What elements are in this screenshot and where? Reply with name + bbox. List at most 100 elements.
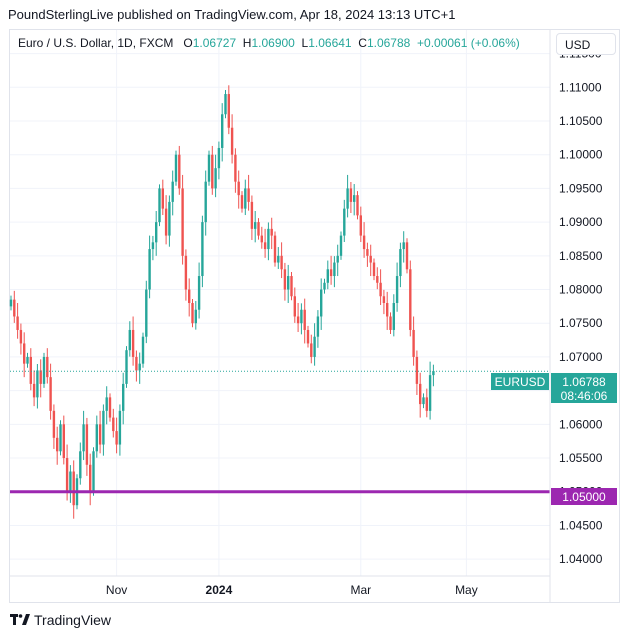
candle-body [240,195,244,209]
candle-body [102,410,105,445]
price-tag-bg [551,373,617,403]
candle-body [287,276,290,290]
candle-body [105,397,108,411]
legend-low-label: L [301,36,309,50]
candle-body [402,242,405,250]
y-tick-label: 1.07000 [559,350,603,364]
candle-body [211,154,214,189]
candle-body [171,181,174,202]
candle-body [95,424,98,452]
candle-body [432,371,435,376]
candle-body [42,356,46,384]
candle-body [343,208,346,236]
candle-body [16,316,19,330]
chart-frame[interactable] [9,29,620,603]
candle-body [135,356,138,371]
candle-body [359,215,362,236]
candle-body [237,181,240,196]
candle-body [224,94,227,115]
candle-body [112,417,115,432]
candle-body [300,309,303,324]
legend-close-value: 1.06788 [366,36,411,50]
candle-body [336,255,339,263]
candle-body [326,269,329,283]
candle-body [184,255,188,290]
y-tick-label: 1.07500 [559,316,603,330]
candle-body [59,424,62,452]
candle-body [369,255,372,263]
legend-open-value: 1.06727 [192,36,237,50]
y-tick-label: 1.08000 [559,283,603,297]
candle-body [353,195,356,202]
candle-body [36,370,39,398]
candle-body [296,316,300,324]
legend-close-label: C [358,36,367,50]
candle-body [52,410,56,438]
candle-body [214,168,217,189]
candle-body [372,262,376,277]
candle-body [56,437,59,452]
candle-body [118,410,122,445]
candle-body [201,222,204,277]
candle-body [148,249,151,290]
candle-body [234,154,237,182]
candle-body [254,222,257,229]
candle-body [263,242,267,250]
candle-body [122,383,125,411]
currency-button[interactable]: USD [556,33,616,55]
legend-high-value: 1.06900 [251,36,295,50]
candle-body [26,356,29,364]
candle-body [217,147,221,169]
candle-body [194,309,197,324]
symbol-legend: Euro / U.S. Dollar, 1D, FXCM O1.06727 H1… [18,36,520,50]
price-tag-symbol: EURUSD [495,375,546,389]
candle-body [293,296,296,317]
candle-body [333,262,336,277]
price-tag-countdown: 08:46:06 [561,389,608,403]
candle-body [250,201,254,229]
candle-body [164,208,168,236]
candle-body [257,222,260,236]
candle-body [178,154,181,189]
candle-body [270,228,273,236]
candle-body [197,276,201,310]
candle-body [320,289,323,317]
candle-body [422,397,425,405]
y-tick-label: 1.10500 [559,114,603,128]
candle-body [306,329,310,344]
legend-high-label: H [242,36,252,50]
x-tick-label: Nov [106,583,127,597]
candle-body [425,397,428,411]
candle-body [69,471,72,492]
legend-change: +0.00061 (+0.06%) [417,36,520,50]
candle-body [161,188,164,209]
publisher-line: PoundSterlingLive published on TradingVi… [8,7,456,22]
level-tag: 1.05000 [551,488,617,505]
tradingview-brand[interactable]: TradingView [10,612,111,628]
candle-body [141,336,145,364]
candle-body [339,235,343,256]
x-tick-label: May [455,583,478,597]
candle-body [382,296,386,303]
candle-body [244,188,247,209]
candle-body [125,350,128,384]
candle-body [98,424,102,445]
candle-body [29,356,32,384]
tradingview-logo-icon [10,614,30,625]
candle-body [349,188,353,202]
candle-body [32,383,36,398]
candle-body [79,451,82,479]
candle-body [65,458,69,492]
candles [9,85,435,519]
time-axis: Nov 2024 Mar May [106,583,478,597]
candle-body [72,471,75,506]
candle-body [230,127,234,155]
candle-body [19,329,23,344]
level-tag-bg [551,488,617,505]
candle-body [207,154,211,182]
candle-body [9,299,13,307]
candle-body [49,377,52,411]
legend-open-label: O [183,36,193,50]
y-tick-label: 1.10000 [559,148,603,162]
